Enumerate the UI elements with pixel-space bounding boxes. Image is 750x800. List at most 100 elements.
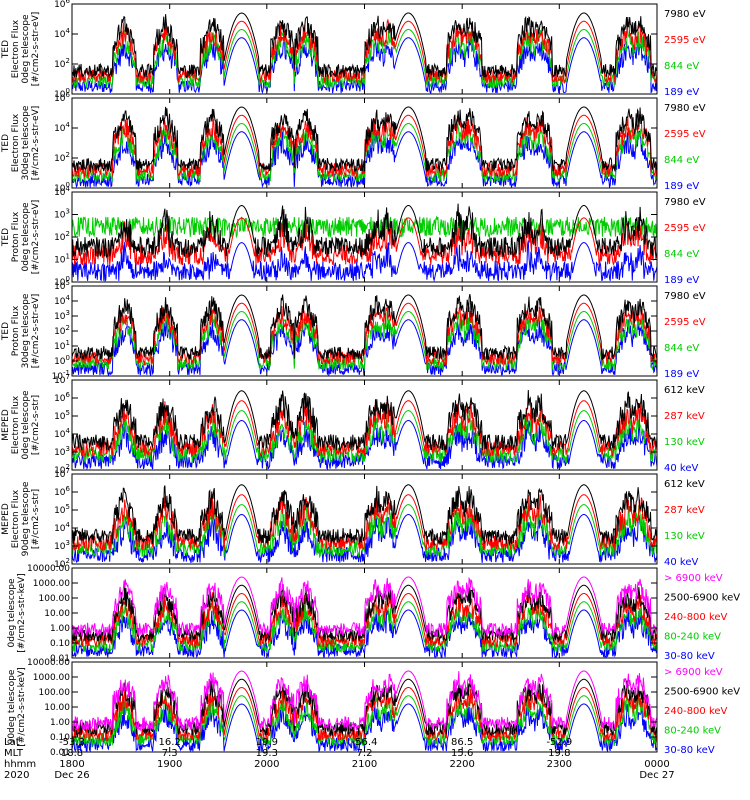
legend-entry: 80-240 keV [664,632,721,643]
x-tick-label-lat: 86.5 [451,737,473,748]
y-axis-label-line: 90deg telescope [21,481,31,556]
y-axis-label-line: [#/cm2-s-str-eV] [31,106,41,181]
x-tick-label-lat: -52.9 [546,737,572,748]
legend-entry: 30-80 keV [664,745,715,756]
y-tick-label: 0.01 [50,748,70,758]
legend-entry: 287 keV [664,505,705,516]
legend-entry: 189 eV [664,369,699,380]
series-line-612-kev [72,389,657,452]
series-line--6900-kev [72,670,657,732]
y-tick-label: 100 [54,275,70,288]
legend-entry: 2595 eV [664,223,706,234]
panel-3: 100 101 102 103 104 TED Proton Flux 0deg telesc… [1,185,706,288]
legend-entry: 844 eV [664,343,699,354]
y-tick-label: 102 [54,324,70,337]
series-line-287-kev [72,400,657,458]
y-axis-label-line: TED [1,40,11,59]
legend-entry: 844 eV [664,61,699,72]
series-line-844-ev [72,122,657,184]
legend-entry: 7980 eV [664,291,706,302]
series-line-7980-ev [72,294,657,361]
y-tick-label: 105 [54,279,70,292]
y-axis-label-line: [#/cm2-s-str-keV] [17,667,27,746]
panel-4: 10-1 100 101 102 103 104 105 TED Proton Flux 30de… [1,279,706,382]
y-axis-label: TED Electron Flux 0deg telescope [#/cm2-s-s… [1,12,41,87]
y-tick-label: 106 [54,485,70,498]
legend-entry: 40 keV [664,557,698,568]
legend-entry: 189 eV [664,275,699,286]
x-tick-label-hhmm: 1800 [59,759,84,770]
y-tick-label: 102 [54,151,70,164]
y-tick-label: 101 [54,253,70,266]
legend-entry: 2595 eV [664,317,706,328]
y-tick-label: 1000.00 [33,579,70,589]
y-axis-label: TED Proton Flux 30deg telescope [#/cm2-s-st… [1,293,41,368]
y-axis-label-line: [#/cm2-s-str-keV] [17,573,27,652]
x-tick-label-lat: -56.4 [352,737,378,748]
panel-series-group [72,670,657,752]
series-line-2595-ev [72,302,657,367]
panel-7: 0.010.101.0010.00100.001000.0010000.000d… [7,564,740,664]
y-tick-label: 104 [54,294,70,307]
x-tick-label-hhmm: 2100 [352,759,377,770]
legend-entry: 2500-6900 keV [664,687,740,698]
series-line-844-ev [72,215,657,239]
y-axis-label-line: [#/cm2-s-str-eV] [31,200,41,275]
legend-entry: 2500-6900 keV [664,593,740,604]
legend-entry: 189 eV [664,181,699,192]
y-tick-label: 104 [54,185,70,198]
legend-entry: 7980 eV [664,9,706,20]
x-tick-label-hhmm: 0000 [644,759,669,770]
y-tick-label: 104 [54,521,70,534]
x-tick-label-date: Dec 27 [639,770,674,781]
series-line-7980-ev [72,12,657,79]
series-line-7980-ev [72,106,657,173]
series-line-240-800-kev [72,686,657,743]
y-tick-label: 107 [54,373,70,386]
y-axis-label-line: 0deg telescope [21,14,31,84]
panel-5: 102 103 104 105 106 107 MEPED Electron Flux 0deg… [1,373,705,476]
y-tick-label: 103 [54,208,70,221]
y-tick-label: 106 [54,391,70,404]
y-axis-label-line: 0deg telescope [21,390,31,460]
y-axis-label-line: [#/cm2-s-str-eV] [31,294,41,369]
x-tick-label-mlt: 15.6 [451,748,473,759]
x-tick-label-date: Dec 26 [54,770,89,781]
legend-entry: 844 eV [664,155,699,166]
legend-entry: 240-800 keV [664,612,728,623]
y-tick-label: 100.00 [39,688,71,698]
y-tick-label: 1.00 [50,718,70,728]
y-axis-label-line: 30deg telescope [21,293,31,368]
legend-entry: 612 keV [664,385,705,396]
y-axis-label-line: Electron Flux [11,113,21,172]
y-tick-label: 10000.00 [27,658,70,668]
y-tick-label: 1.00 [50,624,70,634]
y-axis-label-line: MEPED [1,503,11,535]
legend-entry: 240-800 keV [664,706,728,717]
y-axis-label-line: Electron Flux [11,489,21,548]
x-row-label: hhmm [4,759,36,770]
panel-1: 100 102 104 106 TED Electron Flux 0deg telesco… [1,0,706,100]
x-tick-label-mlt: 19.8 [548,748,570,759]
y-tick-label: 0.01 [50,654,70,664]
y-axis-label-line: [#/cm2-s-str-eV] [31,12,41,87]
legend-entry: 40 keV [664,463,698,474]
series-line-80-240-kev [72,599,657,654]
series-line-7980-ev [72,203,657,259]
y-axis-label-line: Proton Flux [11,305,21,356]
x-row-label: MLT [4,748,24,759]
panel-series-group [72,294,657,376]
x-tick-label-mlt: 18.8 [61,748,83,759]
panel-series-group [72,576,657,658]
x-tick-label-mlt: 7.2 [357,748,373,759]
legend-entry: 612 keV [664,479,705,490]
panel-series-group [72,203,657,282]
y-tick-label: 101 [54,339,70,352]
x-tick-label-lat: 16.2 [159,737,181,748]
legend-entry: 287 keV [664,411,705,422]
x-tick-label-hhmm: 2000 [254,759,279,770]
y-tick-label: 104 [54,27,70,40]
y-axis-label-line: Electron Flux [11,395,21,454]
